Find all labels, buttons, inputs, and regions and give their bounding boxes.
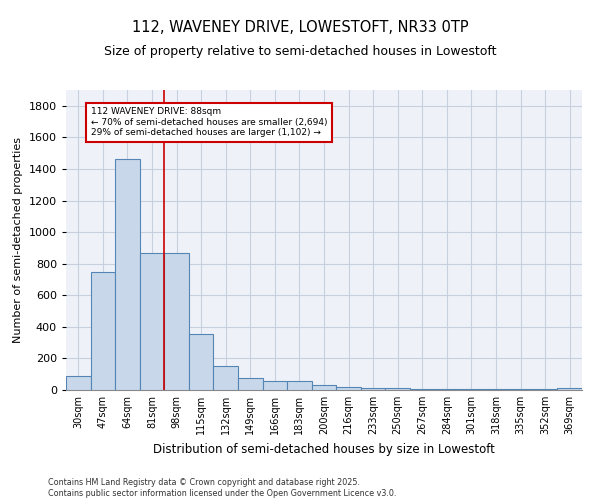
Y-axis label: Number of semi-detached properties: Number of semi-detached properties: [13, 137, 23, 343]
Bar: [287, 382, 312, 390]
Bar: [189, 334, 214, 390]
Bar: [484, 389, 508, 390]
Text: Size of property relative to semi-detached houses in Lowestoft: Size of property relative to semi-detach…: [104, 45, 496, 58]
Bar: [508, 389, 533, 390]
Bar: [66, 376, 91, 390]
Bar: [312, 386, 336, 390]
Bar: [115, 160, 140, 390]
Bar: [91, 272, 115, 390]
Bar: [533, 389, 557, 390]
Bar: [164, 252, 189, 390]
Bar: [140, 252, 164, 390]
Text: Contains HM Land Registry data © Crown copyright and database right 2025.
Contai: Contains HM Land Registry data © Crown c…: [48, 478, 397, 498]
Bar: [238, 378, 263, 390]
Bar: [434, 389, 459, 390]
Text: 112, WAVENEY DRIVE, LOWESTOFT, NR33 0TP: 112, WAVENEY DRIVE, LOWESTOFT, NR33 0TP: [131, 20, 469, 35]
Bar: [336, 387, 361, 390]
X-axis label: Distribution of semi-detached houses by size in Lowestoft: Distribution of semi-detached houses by …: [153, 442, 495, 456]
Bar: [459, 389, 484, 390]
Bar: [410, 389, 434, 390]
Bar: [361, 388, 385, 390]
Text: 112 WAVENEY DRIVE: 88sqm
← 70% of semi-detached houses are smaller (2,694)
29% o: 112 WAVENEY DRIVE: 88sqm ← 70% of semi-d…: [91, 108, 327, 137]
Bar: [263, 382, 287, 390]
Bar: [214, 366, 238, 390]
Bar: [385, 388, 410, 390]
Bar: [557, 388, 582, 390]
